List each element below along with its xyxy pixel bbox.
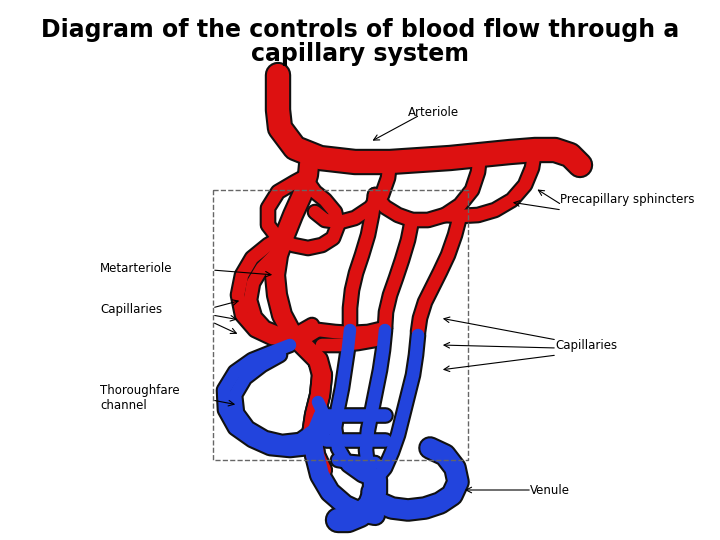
Text: Arteriole: Arteriole bbox=[408, 105, 459, 118]
Text: Metarteriole: Metarteriole bbox=[100, 261, 173, 274]
Text: Venule: Venule bbox=[530, 483, 570, 496]
Text: Capillaries: Capillaries bbox=[555, 339, 617, 352]
Text: Thoroughfare
channel: Thoroughfare channel bbox=[100, 384, 179, 412]
Text: Diagram of the controls of blood flow through a: Diagram of the controls of blood flow th… bbox=[41, 18, 679, 42]
Text: Precapillary sphincters: Precapillary sphincters bbox=[560, 193, 695, 206]
Text: capillary system: capillary system bbox=[251, 42, 469, 66]
Bar bbox=[213, 190, 468, 460]
Text: Capillaries: Capillaries bbox=[100, 303, 162, 316]
